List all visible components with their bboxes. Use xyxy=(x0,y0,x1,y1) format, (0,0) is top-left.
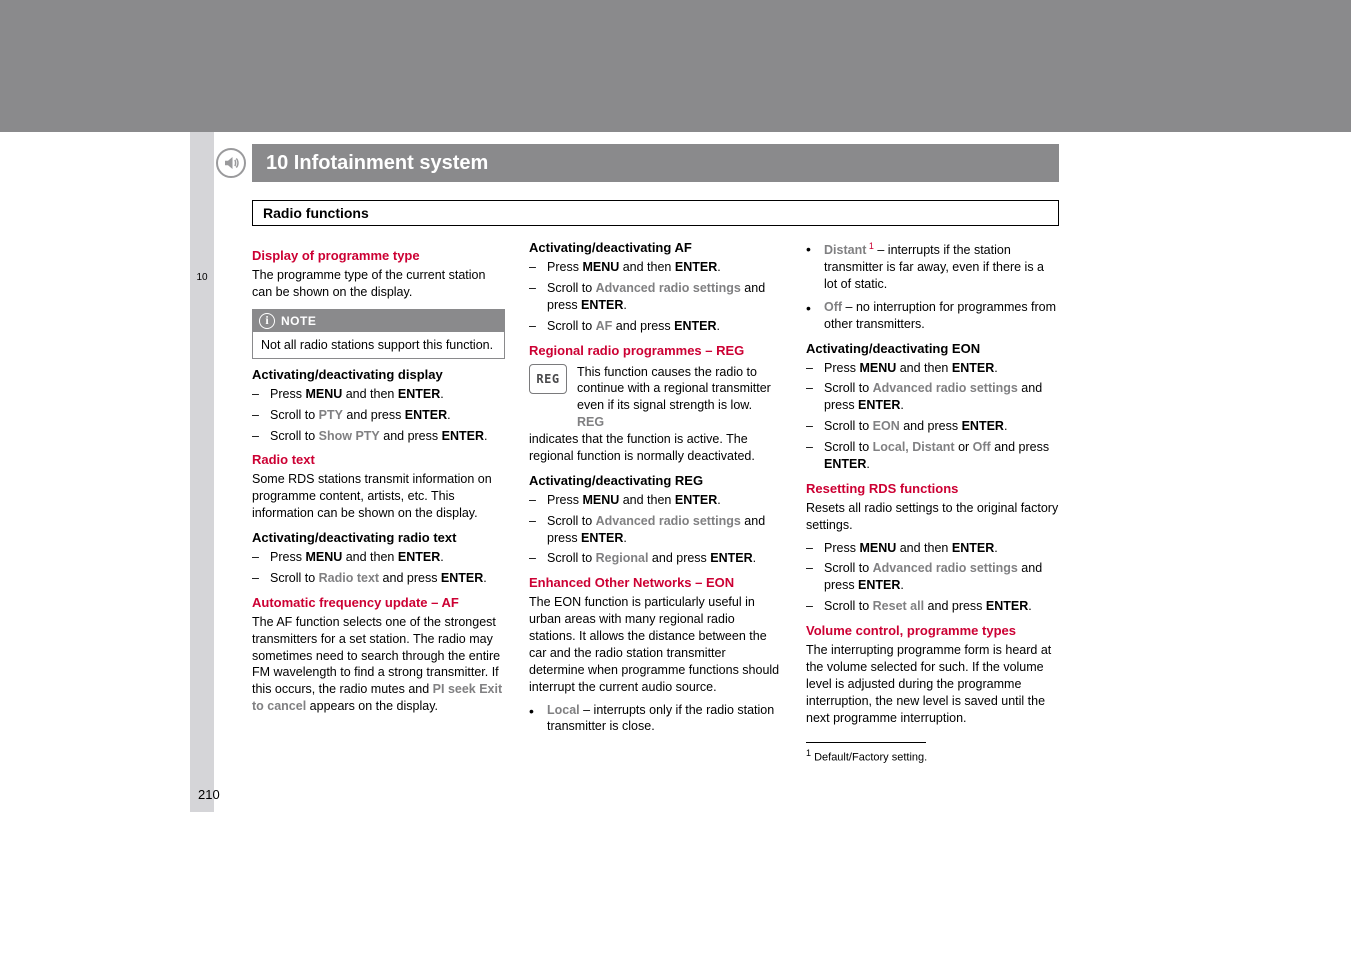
bullet-list: Local – interrupts only if the radio sta… xyxy=(529,702,782,736)
list-item: Local – interrupts only if the radio sta… xyxy=(543,702,782,736)
list-item: Scroll to AF and press ENTER. xyxy=(543,318,782,335)
heading-activating-radio-text: Activating/deactivating radio text xyxy=(252,530,505,545)
tab-number: 10 xyxy=(192,272,212,283)
heading-af: Automatic frequency update – AF xyxy=(252,595,505,610)
step-list: Press MENU and then ENTER. Scroll to PTY… xyxy=(252,386,505,445)
paragraph: Some RDS stations transmit information o… xyxy=(252,471,505,522)
list-item: Scroll to Show PTY and press ENTER. xyxy=(266,428,505,445)
list-item: Press MENU and then ENTER. xyxy=(543,259,782,276)
chapter-title: 10 Infotainment system xyxy=(266,152,488,175)
bullet-list: Distant 1 – interrupts if the station tr… xyxy=(806,240,1059,333)
content-columns: Display of programme type The programme … xyxy=(252,240,1059,772)
paragraph: Resets all radio settings to the origina… xyxy=(806,500,1059,534)
column-2: Activating/deactivating AF Press MENU an… xyxy=(529,240,782,772)
reg-continuation: indicates that the function is active. T… xyxy=(529,431,782,465)
list-item: Scroll to Advanced radio settings and pr… xyxy=(820,380,1059,414)
list-item: Scroll to Advanced radio settings and pr… xyxy=(820,560,1059,594)
list-item: Scroll to Regional and press ENTER. xyxy=(543,550,782,567)
list-item: Off – no interruption for programmes fro… xyxy=(820,299,1059,333)
speaker-icon xyxy=(216,148,246,178)
reg-icon: REG xyxy=(529,364,567,394)
note-header: i NOTE xyxy=(253,310,504,332)
top-gray-bar xyxy=(0,0,1351,132)
list-item: Press MENU and then ENTER. xyxy=(820,540,1059,557)
column-1: Display of programme type The programme … xyxy=(252,240,505,772)
heading-radio-text: Radio text xyxy=(252,452,505,467)
heading-activating-eon: Activating/deactivating EON xyxy=(806,341,1059,356)
heading-eon: Enhanced Other Networks – EON xyxy=(529,575,782,590)
paragraph: The EON function is particularly useful … xyxy=(529,594,782,695)
list-item: Scroll to Advanced radio settings and pr… xyxy=(543,280,782,314)
list-item: Scroll to Advanced radio settings and pr… xyxy=(543,513,782,547)
step-list: Press MENU and then ENTER. Scroll to Adv… xyxy=(806,540,1059,616)
step-list: Press MENU and then ENTER. Scroll to Adv… xyxy=(529,259,782,335)
heading-resetting-rds: Resetting RDS functions xyxy=(806,481,1059,496)
list-item: Scroll to PTY and press ENTER. xyxy=(266,407,505,424)
heading-activating-reg: Activating/deactivating REG xyxy=(529,473,782,488)
step-list: Press MENU and then ENTER. Scroll to Adv… xyxy=(806,360,1059,473)
list-item: Scroll to Reset all and press ENTER. xyxy=(820,598,1059,615)
note-body: Not all radio stations support this func… xyxy=(253,332,504,358)
heading-activating-display: Activating/deactivating display xyxy=(252,367,505,382)
note-box: i NOTE Not all radio stations support th… xyxy=(252,309,505,359)
list-item: Distant 1 – interrupts if the station tr… xyxy=(820,240,1059,293)
paragraph: The AF function selects one of the stron… xyxy=(252,614,505,715)
left-gray-strip xyxy=(190,132,214,812)
list-item: Scroll to EON and press ENTER. xyxy=(820,418,1059,435)
info-icon: i xyxy=(259,313,275,329)
section-title: Radio functions xyxy=(263,205,369,221)
heading-volume-control: Volume control, programme types xyxy=(806,623,1059,638)
footnote: 1 Default/Factory setting. xyxy=(806,747,1059,766)
list-item: Scroll to Local, Distant or Off and pres… xyxy=(820,439,1059,473)
list-item: Press MENU and then ENTER. xyxy=(820,360,1059,377)
list-item: Press MENU and then ENTER. xyxy=(266,549,505,566)
heading-display-programme-type: Display of programme type xyxy=(252,248,505,263)
section-title-box: Radio functions xyxy=(252,200,1059,226)
note-label: NOTE xyxy=(281,314,316,328)
list-item: Scroll to Radio text and press ENTER. xyxy=(266,570,505,587)
heading-activating-af: Activating/deactivating AF xyxy=(529,240,782,255)
reg-block: REG This function causes the radio to co… xyxy=(529,364,782,432)
footnote-separator xyxy=(806,742,926,743)
reg-paragraph: This function causes the radio to contin… xyxy=(577,364,782,432)
step-list: Press MENU and then ENTER. Scroll to Rad… xyxy=(252,549,505,587)
paragraph: The interrupting programme form is heard… xyxy=(806,642,1059,726)
page-number: 210 xyxy=(198,787,220,802)
paragraph: The programme type of the current statio… xyxy=(252,267,505,301)
step-list: Press MENU and then ENTER. Scroll to Adv… xyxy=(529,492,782,568)
column-3: Distant 1 – interrupts if the station tr… xyxy=(806,240,1059,772)
heading-reg: Regional radio programmes – REG xyxy=(529,343,782,358)
list-item: Press MENU and then ENTER. xyxy=(266,386,505,403)
list-item: Press MENU and then ENTER. xyxy=(543,492,782,509)
chapter-title-bar: 10 Infotainment system xyxy=(252,144,1059,182)
